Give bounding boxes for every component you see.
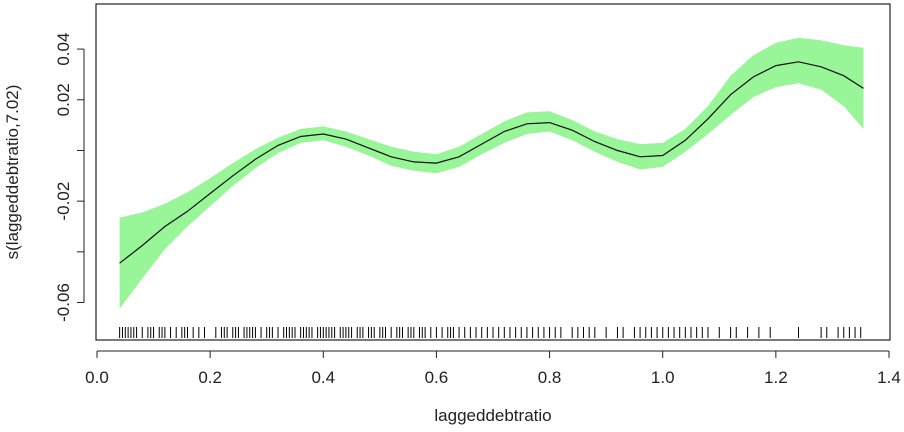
- x-tick-label: 0.2: [198, 368, 222, 387]
- x-tick-label: 0.6: [425, 368, 449, 387]
- y-tick-label: 0.02: [54, 83, 73, 116]
- y-tick-label: 0.04: [54, 33, 73, 66]
- x-tick-label: 1.4: [877, 368, 901, 387]
- x-tick-label: 0.8: [538, 368, 562, 387]
- x-tick-label: 0.0: [85, 368, 109, 387]
- x-axis: 0.0 0.2 0.4 0.6 0.8 1.0 1.2 1.4: [85, 350, 901, 387]
- x-tick-label: 0.4: [311, 368, 335, 387]
- y-axis: -0.06 -0.02 0.02 0.04: [54, 33, 85, 322]
- y-tick-label: -0.02: [54, 182, 73, 221]
- x-tick-label: 1.2: [764, 368, 788, 387]
- plot-frame: [95, 3, 891, 341]
- fit-line: [119, 61, 864, 264]
- x-tick-label: 1.0: [651, 368, 675, 387]
- confidence-band: [119, 37, 864, 309]
- y-tick-label: -0.06: [54, 283, 73, 322]
- rug-marks: [119, 327, 862, 338]
- x-axis-title: laggeddebtratio: [434, 406, 551, 425]
- y-axis-title: s(laggeddebtratio,7.02): [3, 85, 22, 260]
